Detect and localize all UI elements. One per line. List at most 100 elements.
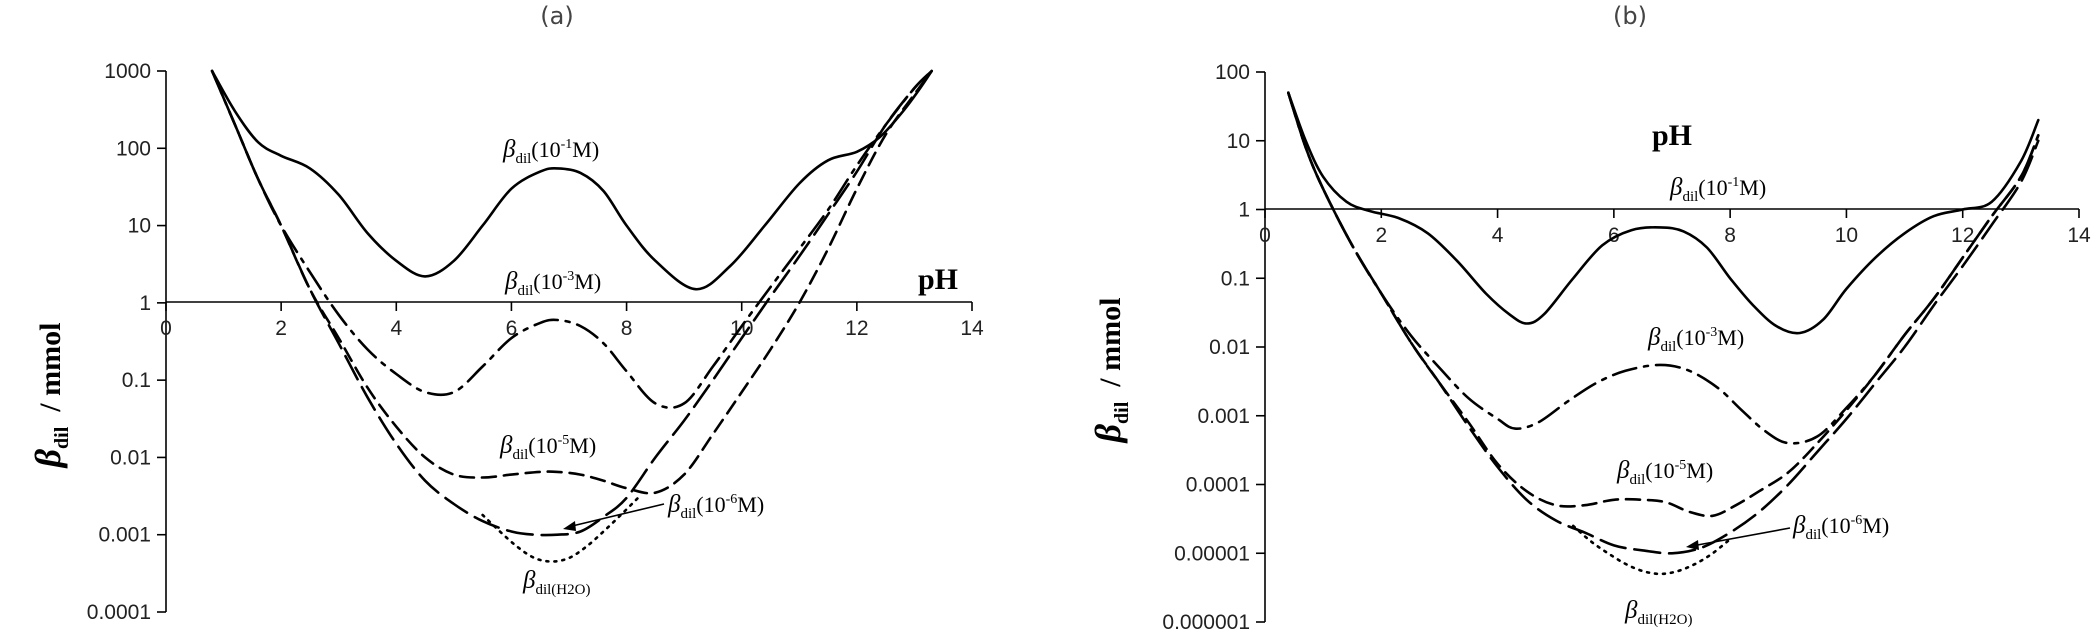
ann-sup: -1 — [561, 137, 573, 152]
panel-a-ann-1e-1: βdil(10-1M) — [502, 136, 599, 167]
ann-sub: dil — [680, 506, 696, 522]
ann-beta: β — [1792, 512, 1806, 539]
panel-b-ann-arrow — [1691, 527, 1791, 547]
panel-a-x-ticks: 0 2 4 6 8 10 12 14 — [160, 302, 984, 340]
series-line-dashdot — [210, 69, 933, 410]
panel-b-x-ticks: 0 2 4 6 8 10 12 14 — [1259, 209, 2091, 247]
ann-sup: -5 — [1675, 458, 1687, 473]
ann-beta: β — [504, 268, 518, 295]
x-tick-label: 8 — [1724, 224, 1736, 247]
ann-beta: β — [667, 491, 681, 518]
panel-a-ann-arrow — [567, 503, 665, 528]
y-tick-label: 0.000001 — [1162, 611, 1250, 634]
ann-post: (10 — [1676, 325, 1705, 350]
x-tick-label: 6 — [1608, 224, 1620, 247]
ann-sub: dil — [1660, 339, 1676, 355]
panel-a-ylabel-beta: β — [28, 448, 68, 469]
y-tick-label: 0.01 — [110, 446, 151, 469]
ann-end: M) — [1862, 513, 1889, 538]
y-tick-label: 0.1 — [122, 369, 151, 392]
ann-sub: dil — [1682, 189, 1698, 205]
ann-end: M) — [574, 269, 601, 294]
x-tick-label: 14 — [2067, 224, 2091, 247]
series-line-dotted — [1571, 524, 1732, 576]
panel-b-y-axis-label: βdil / mmol — [1088, 298, 1133, 445]
panel-b-ann-1e-1: βdil(10-1M) — [1669, 174, 1766, 205]
ann-sup: -6 — [1851, 513, 1863, 528]
ann-end: M) — [1739, 175, 1766, 200]
ann-beta: β — [502, 136, 516, 163]
panel-a-label: (a) — [540, 2, 573, 30]
panel-a-ann-1e-3: βdil(10-3M) — [504, 268, 601, 299]
series-line-solid — [210, 69, 933, 291]
panel-b-ann-h2o: βdil(H2O) — [1624, 597, 1692, 628]
ann-post: (10 — [1821, 513, 1850, 538]
x-tick-label: 10 — [1835, 224, 1858, 247]
series-line-longdash — [210, 69, 933, 537]
panel-a-y-ticks: 1000 100 10 1 0.1 0.01 0.001 0.0001 — [87, 60, 166, 624]
y-tick-label: 100 — [116, 137, 151, 160]
series-line-dashed — [1287, 91, 2040, 518]
panel-b-ylabel-rest: / mmol — [1094, 298, 1127, 402]
y-tick-label: 100 — [1215, 61, 1250, 84]
ann-beta: β — [1624, 597, 1638, 624]
ann-beta: β — [1616, 457, 1630, 484]
ann-post: (10 — [528, 433, 557, 458]
y-tick-label: 0.0001 — [1186, 474, 1250, 497]
x-tick-label: 12 — [845, 317, 868, 340]
panel-a-series-group — [210, 69, 933, 563]
panel-b-ann-1e-5: βdil(10-5M) — [1616, 457, 1713, 488]
x-tick-label: 14 — [960, 317, 984, 340]
ann-sub: dil — [517, 283, 533, 299]
panel-b-y-ticks: 100 10 1 0.1 0.01 0.001 0.0001 0.00001 0.000001 — [1162, 61, 1265, 634]
panel-b-ylabel-beta: β — [1088, 423, 1128, 444]
ann-post: (10 — [1698, 175, 1727, 200]
series-line-longdash — [1287, 91, 2040, 555]
y-tick-label: 0.001 — [1197, 405, 1250, 428]
x-tick-label: 2 — [1375, 224, 1387, 247]
ann-end: M) — [1686, 458, 1713, 483]
x-tick-label: 0 — [160, 317, 172, 340]
panel-b-ann-1e-6: βdil(10-6M) — [1792, 512, 1889, 543]
y-tick-label: 0.0001 — [87, 601, 151, 624]
panel-b: (b) βdil / mmol 1001010.10.010.0010.0001… — [1088, 2, 2091, 634]
panel-a-x-axis-label: pH — [918, 263, 958, 296]
ann-beta: β — [499, 432, 513, 459]
panel-a-ann-1e-5: βdil(10-5M) — [499, 432, 596, 463]
y-tick-label: 0.1 — [1221, 267, 1250, 290]
y-tick-label: 1000 — [104, 60, 151, 83]
ann-end: M) — [572, 137, 599, 162]
ann-post: (10 — [1645, 458, 1674, 483]
panel-b-x-axis-label: pH — [1652, 119, 1692, 152]
y-tick-label: 1 — [1238, 199, 1250, 222]
ann-beta: β — [1669, 174, 1683, 201]
ann-post: (10 — [531, 137, 560, 162]
ann-sub: dil(H2O) — [1637, 612, 1692, 628]
ann-sup: -3 — [563, 269, 575, 284]
ann-post: (10 — [696, 492, 725, 517]
panel-a-y-axis-label: βdil / mmol — [28, 323, 73, 470]
y-tick-label: 1 — [139, 292, 151, 315]
y-tick-label: 10 — [1227, 130, 1250, 153]
ann-sup: -1 — [1728, 175, 1740, 190]
panel-a-ann-1e-6: βdil(10-6M) — [667, 491, 764, 522]
ann-sub: dil — [1805, 527, 1821, 543]
panel-a: (a) βdil / mmol 10001001010.10.010.0010.… — [28, 2, 984, 624]
panel-b-ann-arrowhead — [1686, 540, 1699, 550]
ann-sup: -5 — [558, 433, 570, 448]
x-tick-label: 2 — [275, 317, 287, 340]
ann-sup: -6 — [726, 492, 738, 507]
panel-a-ylabel-rest: / mmol — [34, 323, 67, 427]
x-tick-label: 6 — [506, 317, 518, 340]
x-tick-label: 8 — [621, 317, 633, 340]
ann-sub: dil — [515, 151, 531, 167]
ann-sub: dil — [512, 447, 528, 463]
y-tick-label: 0.00001 — [1174, 542, 1250, 565]
panel-b-series-group — [1287, 91, 2040, 576]
panel-b-ann-1e-3: βdil(10-3M) — [1647, 324, 1744, 355]
ann-post: (10 — [533, 269, 562, 294]
x-tick-label: 4 — [1492, 224, 1504, 247]
ann-beta: β — [1647, 324, 1661, 351]
y-tick-label: 10 — [128, 215, 151, 238]
